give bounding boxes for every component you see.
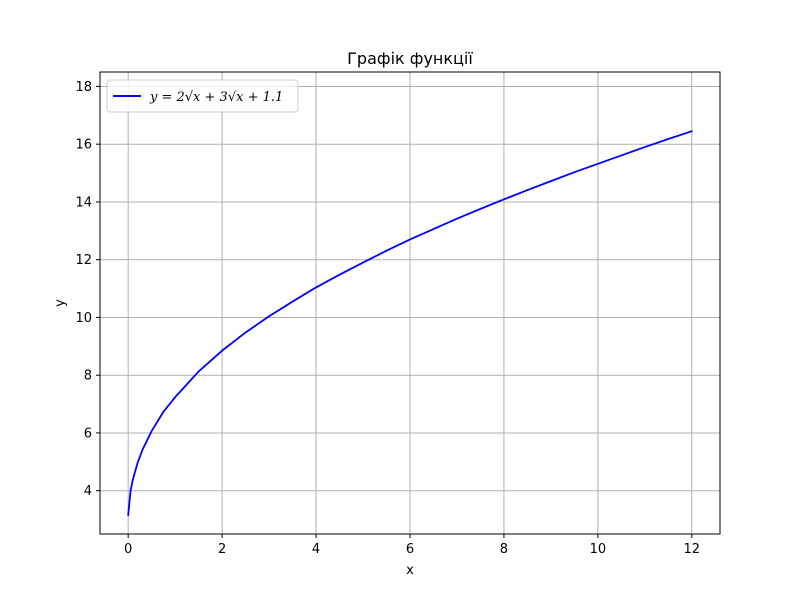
- y-tick-label: 18: [75, 80, 92, 95]
- y-tick-label: 10: [75, 311, 92, 326]
- x-tick-label: 10: [590, 542, 607, 557]
- x-tick-label: 6: [406, 542, 414, 557]
- x-tick-label: 2: [218, 542, 226, 557]
- y-tick-label: 12: [75, 253, 92, 268]
- y-axis-label: y: [53, 299, 68, 307]
- x-tick-label: 12: [684, 542, 701, 557]
- legend: y = 2√x + 3√x + 1.1: [106, 79, 299, 113]
- grid-lines: [100, 72, 720, 534]
- x-tick-label: 0: [124, 542, 132, 557]
- ticks: 0 2 4 6 8 10 12 4 6 8 10 12 14 16 18: [75, 80, 700, 557]
- x-tick-label: 4: [312, 542, 320, 557]
- series-layer: [127, 130, 693, 517]
- legend-label: y = 2√x + 3√x + 1.1: [149, 90, 283, 105]
- y-tick-label: 6: [84, 426, 92, 441]
- y-tick-label: 14: [75, 195, 92, 210]
- x-tick-label: 8: [500, 542, 508, 557]
- y-tick-label: 16: [75, 138, 92, 153]
- y-tick-label: 8: [84, 369, 92, 384]
- x-axis-label: x: [406, 563, 414, 578]
- series-line: [127, 130, 693, 517]
- y-tick-label: 4: [84, 484, 92, 499]
- chart-title: Графік функції: [347, 49, 473, 68]
- legend-box: [106, 79, 299, 113]
